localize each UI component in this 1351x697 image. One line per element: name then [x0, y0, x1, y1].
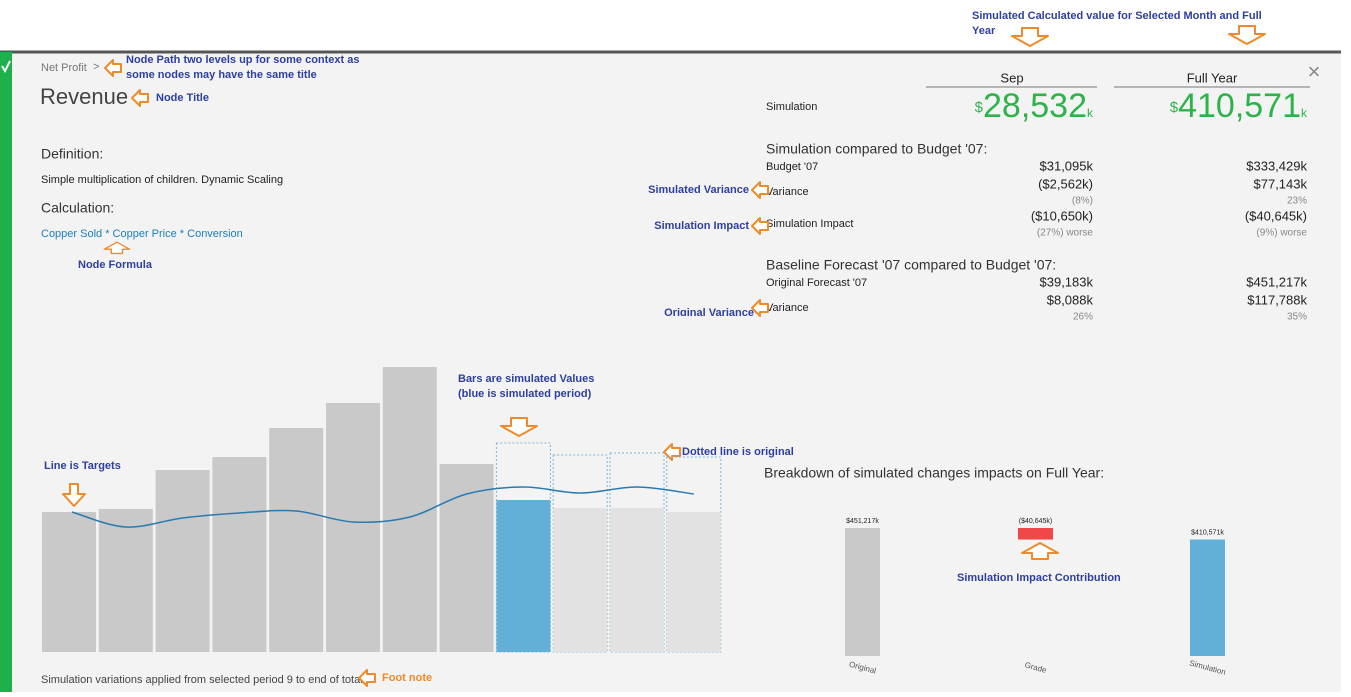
- annotation: Node Title: [156, 92, 209, 104]
- row-value: ($40,645k): [1245, 208, 1307, 223]
- value-label: $410,571k: [1191, 529, 1224, 536]
- annotation: Original Variance: [664, 307, 754, 319]
- row-label: Variance: [766, 302, 809, 314]
- waterfall-bar: [1190, 539, 1225, 656]
- row-value: $451,217k: [1246, 274, 1307, 289]
- row-value: ($10,650k): [1031, 208, 1093, 223]
- bar: [553, 508, 608, 652]
- column-header: Sep: [1000, 70, 1023, 85]
- annotation: (blue is simulated period): [458, 388, 592, 400]
- row-value: $31,095k: [1040, 158, 1094, 173]
- check-icon: [1, 60, 11, 74]
- bar: [155, 470, 210, 652]
- annotation: Simulation Impact: [654, 220, 749, 232]
- breadcrumb: Net Profit: [41, 62, 87, 74]
- annotation: Node Path two levels up for some context…: [126, 54, 360, 66]
- definition-text: Simple multiplication of children. Dynam…: [41, 174, 283, 186]
- waterfall-bar: [845, 528, 880, 656]
- bar: [610, 508, 664, 652]
- value-label: ($40,645k): [1019, 518, 1052, 525]
- annotation: Bars are simulated Values: [458, 373, 594, 385]
- row-value: $77,143k: [1254, 176, 1308, 191]
- bar: [382, 367, 437, 652]
- definition-heading: Definition:: [41, 146, 103, 162]
- row-label: Original Forecast '07: [766, 277, 867, 289]
- row-note: 26%: [1073, 312, 1093, 323]
- row-label: Budget '07: [766, 161, 818, 173]
- annotation: Simulation Impact Contribution: [957, 572, 1121, 584]
- simulated-value: $410,571k: [1170, 87, 1308, 125]
- row-value: $333,429k: [1246, 158, 1307, 173]
- status-bar: [0, 52, 12, 692]
- breakdown-title: Breakdown of simulated changes impacts o…: [764, 465, 1104, 481]
- annotation: Simulated Variance: [648, 184, 749, 196]
- bar: [326, 403, 380, 652]
- row-note: (8%): [1072, 196, 1093, 207]
- calculation-heading: Calculation:: [41, 200, 114, 216]
- bar: [269, 428, 324, 652]
- annotation: Simulated Calculated value for Selected …: [972, 10, 1262, 22]
- node-title: Revenue: [40, 84, 128, 109]
- row-label: Simulation Impact: [766, 218, 853, 230]
- bar: [666, 512, 721, 652]
- bar: [212, 457, 267, 652]
- annotation: Year: [972, 25, 996, 37]
- row-value: $8,088k: [1047, 292, 1094, 307]
- waterfall-bar: [1018, 528, 1053, 540]
- target-line: [71, 486, 694, 528]
- simulated-value: $28,532k: [975, 87, 1094, 125]
- bar: [496, 500, 551, 652]
- column-header: Full Year: [1187, 70, 1238, 85]
- row-note: (27%) worse: [1037, 228, 1094, 239]
- value-label: $451,217k: [846, 518, 879, 525]
- footnote: Simulation variations applied from selec…: [41, 674, 363, 686]
- annotation: Line is Targets: [44, 460, 121, 472]
- section-heading: Baseline Forecast '07 compared to Budget…: [766, 257, 1056, 273]
- close-button[interactable]: ×: [1308, 59, 1321, 84]
- row-value: $39,183k: [1040, 274, 1094, 289]
- annotation: some nodes may have the same title: [126, 69, 317, 81]
- annotation: Foot note: [382, 672, 432, 684]
- row-note: 35%: [1287, 312, 1307, 323]
- formula[interactable]: Copper Sold * Copper Price * Conversion: [41, 228, 243, 240]
- bar: [98, 509, 153, 652]
- row-label: Variance: [766, 186, 809, 198]
- row-value: $117,788k: [1247, 292, 1307, 307]
- row-value: ($2,562k): [1038, 176, 1093, 191]
- row-label: Simulation: [766, 101, 817, 113]
- bar: [439, 464, 494, 652]
- row-note: (9%) worse: [1256, 228, 1307, 239]
- breadcrumb-separator: >: [93, 61, 99, 73]
- annotation: Dotted line is original: [682, 446, 794, 458]
- section-heading: Simulation compared to Budget '07:: [766, 141, 987, 157]
- row-note: 23%: [1287, 196, 1307, 207]
- bar: [42, 512, 96, 652]
- annotation: Node Formula: [78, 259, 153, 271]
